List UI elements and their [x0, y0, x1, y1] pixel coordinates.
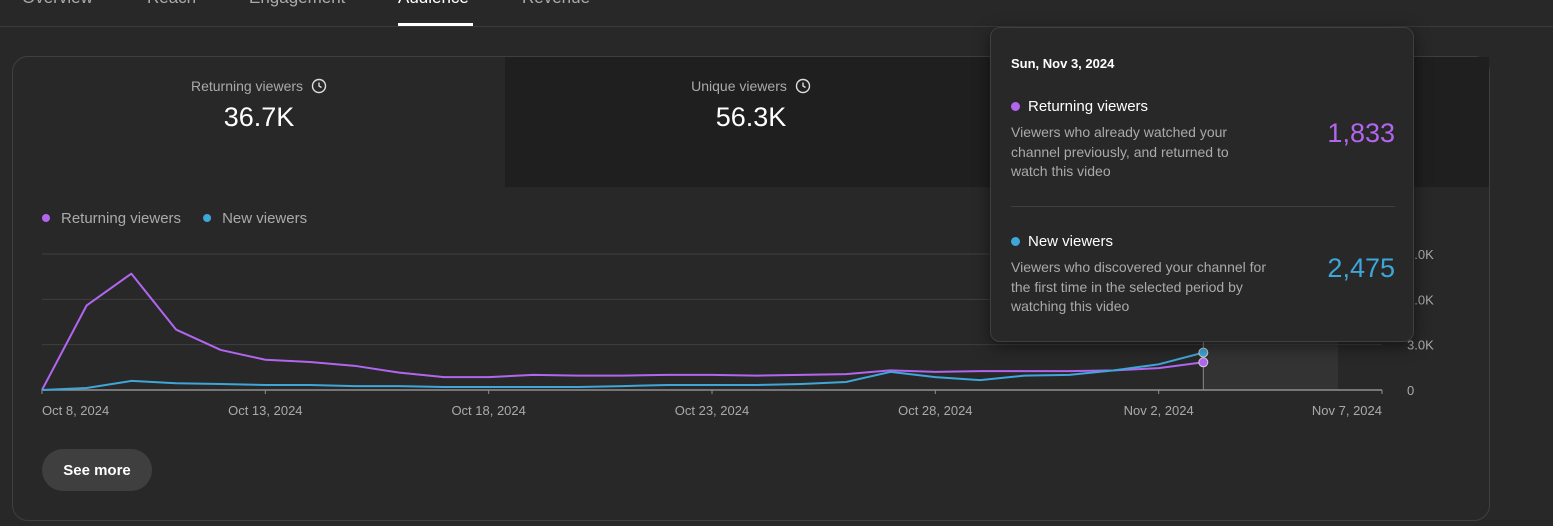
see-more-button[interactable]: See more [42, 449, 152, 491]
hover-point [1198, 357, 1209, 368]
y-tick-label: 0 [1407, 383, 1414, 398]
hover-point [1198, 347, 1209, 358]
clock-icon [311, 78, 327, 94]
clock-icon [795, 78, 811, 94]
tab[interactable]: Engagement [249, 0, 345, 8]
tab[interactable]: Reach [147, 0, 196, 8]
tooltip-name: New viewers [1028, 233, 1114, 250]
x-tick-label: Oct 18, 2024 [451, 403, 525, 418]
x-tick-label: Oct 13, 2024 [228, 403, 302, 418]
x-tick-label: Nov 2, 2024 [1124, 403, 1194, 418]
tooltip-description: Viewers who discovered your channel for … [1011, 259, 1266, 314]
tooltip-item: New viewers Viewers who discovered your … [1011, 233, 1395, 317]
x-tick-label: Oct 28, 2024 [898, 403, 972, 418]
line-series [41, 272, 1204, 391]
metric-label: Unique viewers [691, 78, 787, 94]
legend-label: Returning viewers [61, 210, 181, 227]
tooltip-value: 1,833 [1327, 118, 1395, 148]
metric-card[interactable]: Unique viewers 56.3K [505, 78, 997, 133]
tooltip-value: 2,475 [1327, 253, 1395, 283]
x-tick-label: Nov 7, 2024 [1312, 403, 1382, 418]
divider [0, 26, 1553, 27]
x-tick-label: Oct 8, 2024 [42, 403, 109, 418]
tooltip-date: Sun, Nov 3, 2024 [1011, 56, 1115, 71]
line-series [41, 351, 1204, 391]
legend-dot [1011, 237, 1020, 246]
tab[interactable]: Overview [22, 0, 93, 8]
metric-value: 36.7K [223, 102, 295, 132]
legend-dot [42, 214, 50, 222]
tab[interactable]: Revenue [522, 0, 590, 8]
legend-dot [203, 214, 212, 222]
legend-dot [1011, 102, 1020, 111]
metric-label: Returning viewers [190, 78, 304, 94]
metric-value: 56.3K [715, 102, 787, 132]
y-tick-label: 3.0K [1407, 338, 1434, 353]
tooltip-description: Viewers who already watched your channel… [1011, 124, 1229, 179]
divider [1011, 206, 1395, 207]
metric-card[interactable]: Returning viewers 36.7K [13, 78, 505, 133]
active-tab-indicator [398, 23, 473, 26]
tooltip: Sun, Nov 3, 2024 Returning viewers Viewe… [990, 27, 1414, 342]
x-tick-label: Oct 23, 2024 [675, 403, 749, 418]
legend-label: New viewers [222, 210, 307, 227]
tab[interactable]: Audience [398, 0, 469, 8]
tooltip-item: Returning viewers Viewers who already wa… [1011, 98, 1395, 182]
tooltip-name: Returning viewers [1028, 98, 1149, 115]
